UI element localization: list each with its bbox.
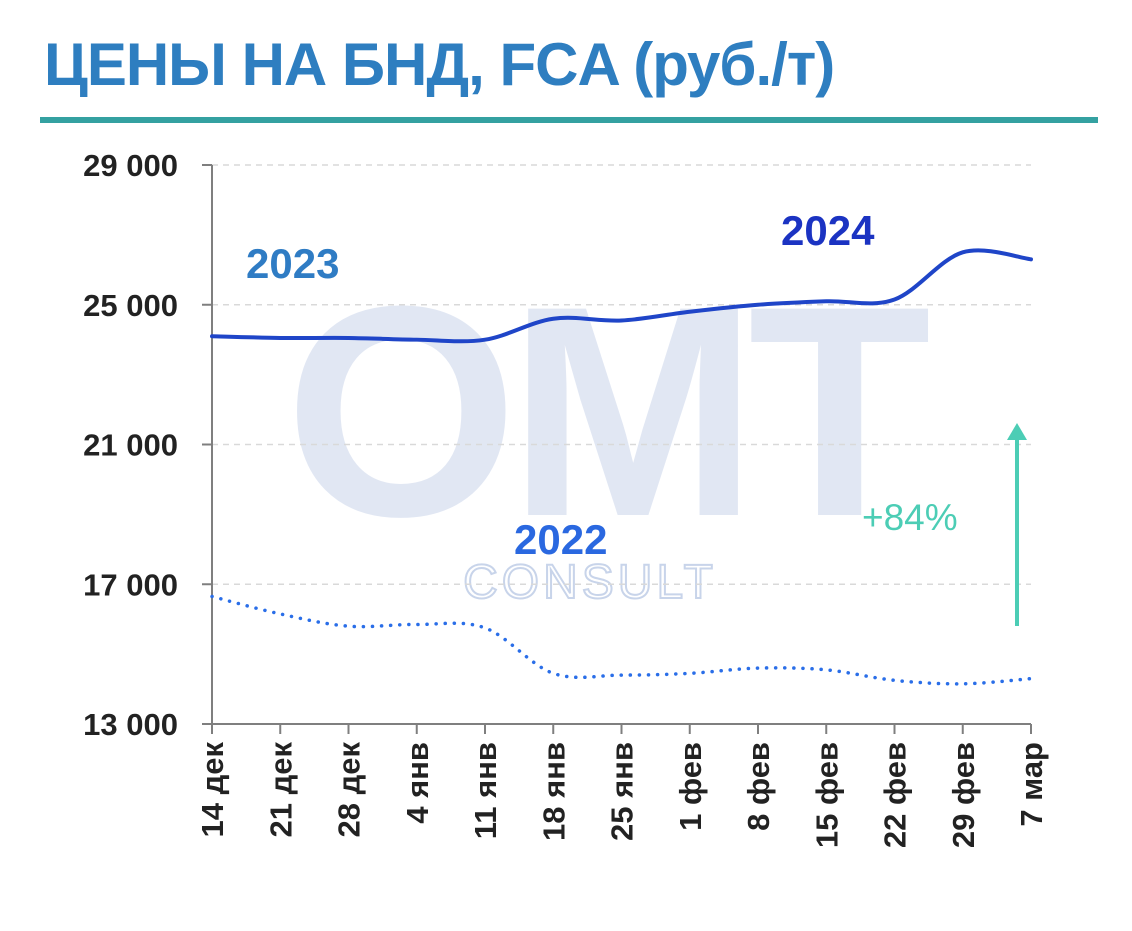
x-tick-label: 7 мар bbox=[1014, 742, 1049, 827]
series-line-2023-2024 bbox=[210, 248, 1033, 344]
x-tick-label: 25 янв bbox=[605, 742, 640, 841]
chart-title: ЦЕНЫ НА БНД, FCA (руб./т) bbox=[44, 31, 835, 98]
y-tick-label: 29 000 bbox=[83, 148, 178, 183]
series-line-2022 bbox=[210, 594, 1033, 686]
growth-percent-label: +84% bbox=[862, 497, 958, 538]
x-tick-label: 18 янв bbox=[536, 742, 571, 841]
y-tick-label: 21 000 bbox=[83, 428, 178, 463]
x-tick-label: 1 фев bbox=[673, 742, 708, 831]
y-tick-label: 13 000 bbox=[83, 707, 178, 742]
y-axis-ticks: 13 000 17 000 21 000 25 000 29 000 bbox=[83, 148, 212, 742]
x-tick-label: 14 дек bbox=[195, 742, 230, 838]
x-tick-label: 21 дек bbox=[263, 742, 298, 838]
up-arrow-icon bbox=[1007, 423, 1027, 440]
x-tick-label: 15 фев bbox=[809, 742, 844, 848]
x-tick-label: 29 фев bbox=[946, 742, 981, 848]
series-label-2023: 2023 bbox=[246, 240, 339, 287]
x-tick-label: 28 дек bbox=[332, 742, 367, 838]
watermark-sub-text: CONSULT bbox=[463, 556, 717, 609]
x-tick-label: 11 янв bbox=[468, 742, 503, 839]
series-label-2024: 2024 bbox=[781, 207, 875, 254]
series-labels: 2023 2024 2022 bbox=[246, 207, 875, 563]
watermark-logo-text: OMT bbox=[285, 243, 931, 579]
y-tick-label: 25 000 bbox=[83, 288, 178, 323]
x-tick-label: 22 фев bbox=[878, 742, 913, 848]
y-tick-label: 17 000 bbox=[83, 567, 178, 602]
x-axis-ticks: 14 дек 21 дек 28 дек 4 янв 11 янв 18 янв 25 ян… bbox=[195, 724, 1049, 848]
gridlines bbox=[212, 164, 1031, 585]
series-lines bbox=[210, 248, 1033, 686]
x-tick-label: 4 янв bbox=[400, 742, 435, 824]
growth-annotation: +84% bbox=[862, 423, 1027, 626]
x-tick-label: 8 фев bbox=[741, 742, 776, 831]
title-divider bbox=[40, 117, 1098, 123]
series-label-2022: 2022 bbox=[514, 516, 607, 563]
